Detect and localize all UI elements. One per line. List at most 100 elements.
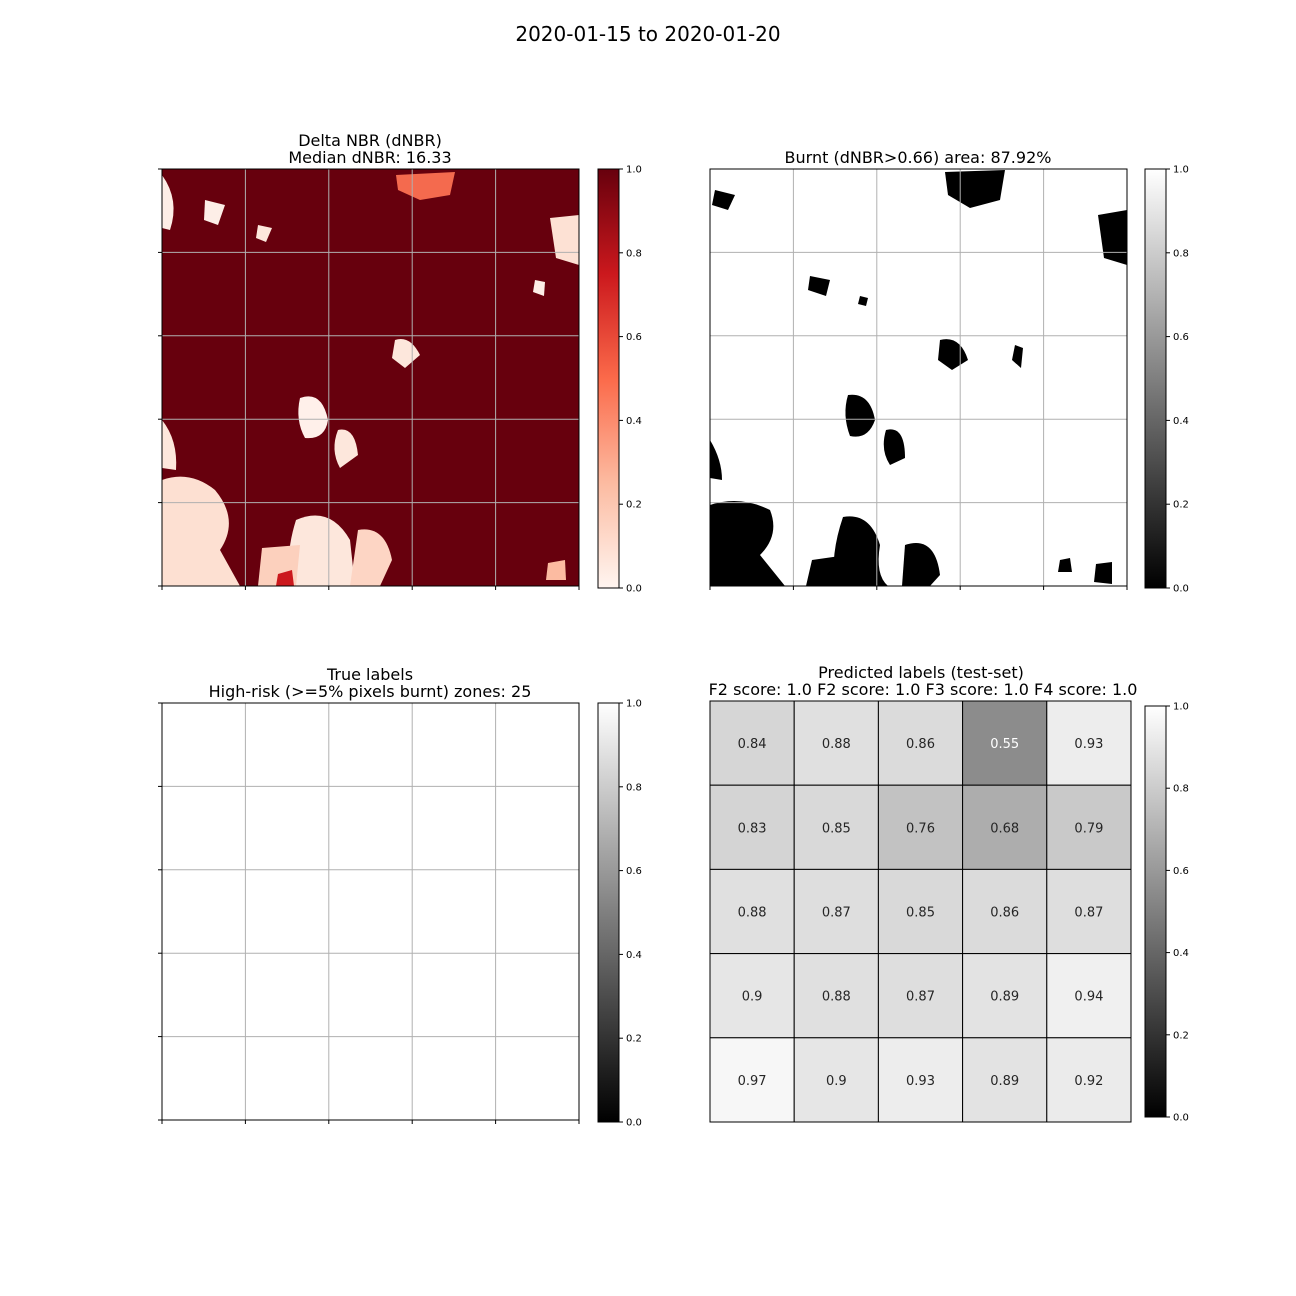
- predicted-cell-label: 0.93: [1074, 737, 1103, 752]
- panel-subtitle-delta-nbr: Median dNBR: 16.33: [288, 148, 451, 167]
- colorbar-tick-label: 0.2: [626, 500, 642, 511]
- true-label-cell: [495, 703, 579, 787]
- predicted-cell: [793, 700, 879, 786]
- true-label-cell: [412, 786, 496, 870]
- true-label-cell: [328, 1036, 413, 1120]
- predicted-cell-label: 0.9: [826, 1074, 847, 1089]
- figure-suptitle: 2020-01-15 to 2020-01-20: [515, 22, 780, 46]
- predicted-cell: [962, 1037, 1048, 1123]
- true-label-cell: [412, 869, 496, 954]
- panel-title-predicted-labels: Predicted labels (test-set): [818, 663, 1024, 682]
- colorbar: [1144, 168, 1167, 589]
- predicted-cell-label: 0.88: [822, 737, 851, 752]
- predicted-cell-label: 0.93: [906, 1074, 935, 1089]
- predicted-cell-label: 0.88: [738, 906, 767, 921]
- predicted-cell: [709, 868, 795, 955]
- true-label-cell: [495, 869, 579, 954]
- panel-subtitle-predicted-labels: F2 score: 1.0 F2 score: 1.0 F3 score: 1.…: [709, 680, 1138, 699]
- predicted-cell-label: 0.89: [990, 990, 1019, 1005]
- colorbar: [597, 702, 620, 1123]
- panel-title-true-labels: True labels: [326, 665, 413, 684]
- predicted-cell: [793, 784, 879, 870]
- panel-delta-nbr: Delta NBR (dNBR) Median dNBR: 16.33: [162, 131, 579, 586]
- predicted-cell-label: 0.94: [1074, 990, 1103, 1005]
- predicted-cell-label: 0.86: [990, 906, 1019, 921]
- colorbar: [597, 168, 620, 589]
- colorbar-tick-label: 0.8: [626, 248, 642, 259]
- colorbar-tick-label: 0.8: [1173, 248, 1189, 259]
- true-label-cell: [245, 703, 329, 787]
- predicted-cell: [793, 868, 879, 955]
- true-label-cell: [245, 953, 329, 1037]
- colorbar-tick-label: 1.0: [626, 699, 642, 710]
- colorbar-tick-label: 0.0: [626, 584, 642, 595]
- colorbar-tick-label: 0.2: [1173, 1030, 1189, 1041]
- panel-burnt-area: Burnt (dNBR>0.66) area: 87.92%: [710, 148, 1127, 586]
- axes-frame: [161, 702, 580, 1121]
- true-label-cell: [162, 953, 246, 1037]
- axes-overlay: 0.0 0.2 0.4 0.6 0.8 1.0 0.0 0.2 0.4 0.6 0.8 1.0 0.0 0…: [158, 165, 1189, 1129]
- true-label-cell: [162, 1036, 246, 1120]
- predicted-cell: [1046, 1037, 1132, 1123]
- colorbar-tick-label: 0.4: [626, 416, 642, 427]
- colorbar-tick-label: 0.0: [1173, 1113, 1189, 1124]
- predicted-cell: [793, 1037, 879, 1123]
- predicted-cell: [1046, 868, 1132, 955]
- colorbar-tick-label: 0.4: [1173, 948, 1189, 959]
- true-label-cell: [162, 703, 246, 787]
- predicted-cell-label: 0.89: [990, 1074, 1019, 1089]
- true-label-cell: [162, 869, 246, 954]
- predicted-cell: [1046, 700, 1132, 786]
- predicted-cell: [793, 953, 879, 1039]
- true-label-cells: [162, 703, 579, 1120]
- predicted-cell-label: 0.86: [906, 737, 935, 752]
- predicted-cell-label: 0.84: [738, 737, 767, 752]
- panel-predicted-labels: Predicted labels (test-set) F2 score: 1.…: [709, 663, 1138, 1123]
- colorbar-tick-label: 1.0: [626, 165, 642, 176]
- burnt-raster-background: [710, 169, 1127, 586]
- panel-true-labels: True labels High-risk (>=5% pixels burnt…: [162, 665, 579, 1120]
- true-label-cell: [412, 953, 496, 1037]
- colorbar-tick-label: 0.6: [1173, 332, 1189, 343]
- predicted-cell: [877, 784, 964, 870]
- true-label-cell: [245, 1036, 329, 1120]
- predicted-cell-label: 0.92: [1074, 1074, 1103, 1089]
- colorbar-tick-label: 0.4: [626, 950, 642, 961]
- predicted-cell: [709, 784, 795, 870]
- predicted-cell-label: 0.85: [822, 821, 851, 836]
- dnbr-raster-background: [162, 169, 579, 586]
- colorbar-tick-label: 0.2: [626, 1034, 642, 1045]
- true-label-cell: [495, 953, 579, 1037]
- predicted-cell-label: 0.88: [822, 990, 851, 1005]
- colorbar-tick-label: 0.2: [1173, 500, 1189, 511]
- predicted-cell: [962, 953, 1048, 1039]
- predicted-cell: [962, 784, 1048, 870]
- colorbar: [1144, 705, 1167, 1118]
- predicted-cell-label: 0.79: [1074, 821, 1103, 836]
- predicted-cell-label: 0.87: [906, 990, 935, 1005]
- colorbar-tick-label: 0.8: [1173, 784, 1189, 795]
- predicted-cell-label: 0.97: [738, 1074, 767, 1089]
- predicted-cell: [1046, 784, 1132, 870]
- predicted-cell-label: 0.87: [1074, 906, 1103, 921]
- panel-title-delta-nbr: Delta NBR (dNBR): [298, 131, 442, 150]
- colorbar-tick-label: 0.8: [626, 782, 642, 793]
- predicted-cell-label: 0.83: [738, 821, 767, 836]
- panel-title-burnt-area: Burnt (dNBR>0.66) area: 87.92%: [785, 148, 1052, 167]
- predicted-cell-label: 0.87: [822, 906, 851, 921]
- true-label-cell: [495, 1036, 579, 1120]
- true-label-cell: [328, 786, 413, 870]
- true-label-cell: [328, 869, 413, 954]
- predicted-cell: [962, 700, 1048, 786]
- axes-frame: [709, 168, 1128, 587]
- predicted-cell-label: 0.9: [742, 990, 763, 1005]
- true-label-cell: [412, 703, 496, 787]
- true-label-cell: [162, 786, 246, 870]
- true-label-cell: [412, 1036, 496, 1120]
- colorbar-tick-label: 1.0: [1173, 702, 1189, 713]
- true-label-cell: [328, 953, 413, 1037]
- predicted-cell-label: 0.55: [990, 737, 1019, 752]
- colorbar-tick-label: 0.6: [1173, 866, 1189, 877]
- true-label-cell: [245, 869, 329, 954]
